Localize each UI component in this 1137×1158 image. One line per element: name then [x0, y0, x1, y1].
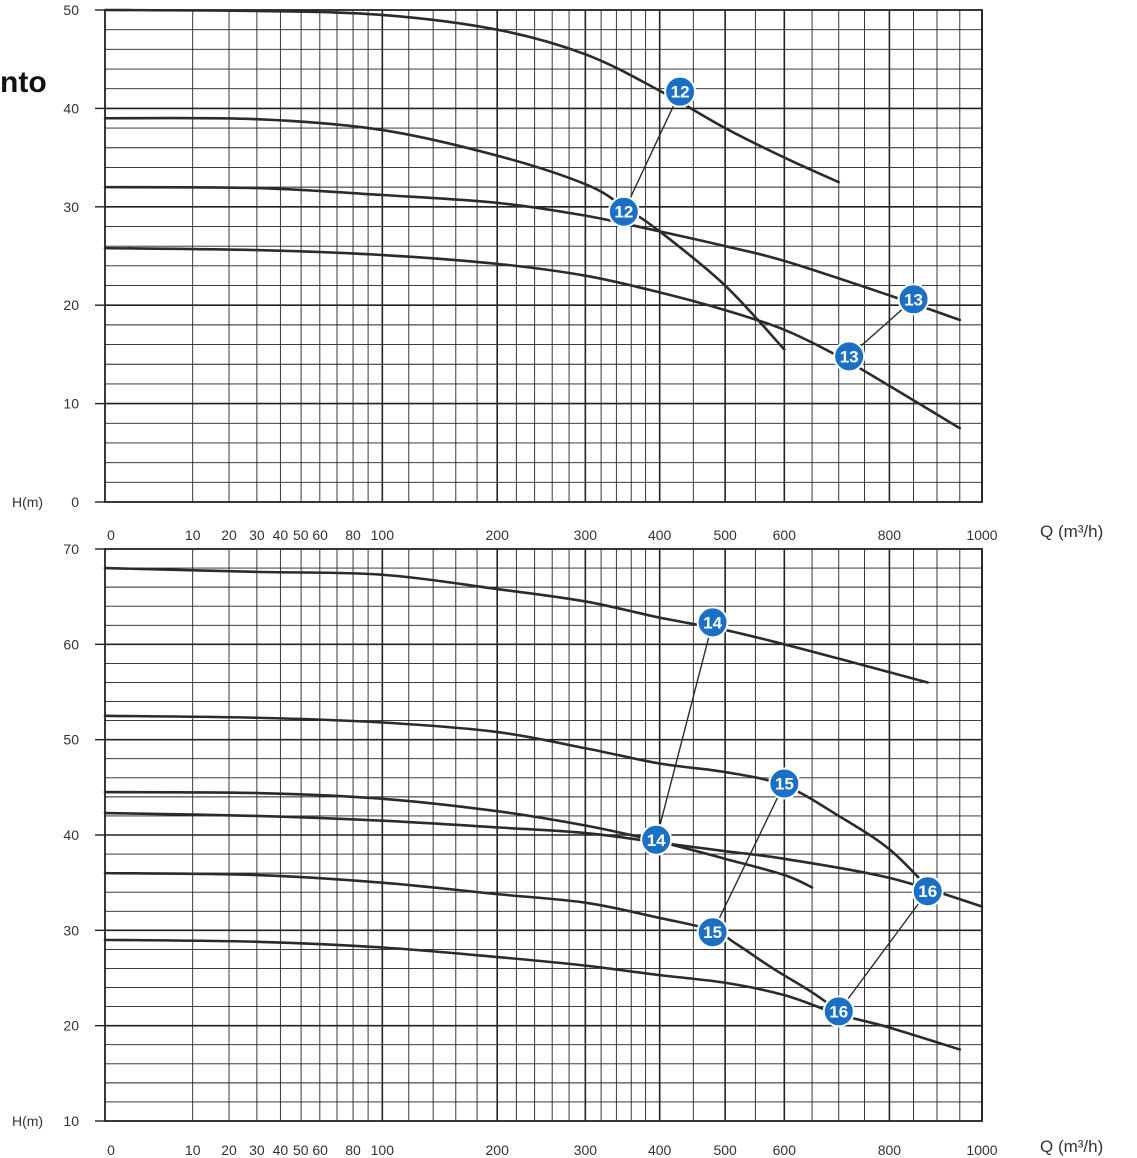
marker-connector	[623, 91, 681, 213]
x-tick-label: 80	[345, 1142, 361, 1158]
marker-circle	[822, 995, 855, 1028]
curve-marker: 13	[897, 283, 930, 316]
y-tick-label: 40	[63, 100, 79, 116]
x-axis-label: Q (m³/h)	[1040, 1137, 1103, 1156]
marker-label: 16	[918, 882, 937, 901]
x-tick-label: 500	[713, 527, 737, 543]
marker-circle	[640, 823, 673, 856]
x-tick-label: 500	[713, 1142, 737, 1158]
curve-marker: 15	[768, 767, 801, 800]
x-tick-label: 40	[273, 527, 289, 543]
plot-border	[104, 9, 983, 503]
y-tick-label: 0	[71, 494, 79, 510]
pump-curve-1-4	[103, 871, 841, 1013]
x-tick-label: 10	[185, 1142, 201, 1158]
x-tick-label: 400	[648, 1142, 672, 1158]
y-tick-label: 40	[63, 827, 79, 843]
pump-curve-1-3	[103, 811, 984, 908]
marker-circle	[607, 195, 640, 228]
title-fragment: nto	[0, 66, 47, 99]
y-tick-label: 30	[63, 199, 79, 215]
pump-curve-1-0	[103, 566, 929, 684]
pump-curve-1-1	[103, 714, 934, 894]
x-tick-label: 1000	[966, 527, 997, 543]
y-tick-label: 50	[63, 2, 79, 18]
x-tick-label: 80	[345, 527, 361, 543]
plot-area	[105, 10, 982, 502]
marker-connector	[838, 890, 929, 1012]
x-tick-label: 600	[773, 527, 797, 543]
marker-circle	[768, 767, 801, 800]
marker-connector	[711, 783, 785, 933]
x-tick-label: 300	[574, 527, 598, 543]
marker-circle	[911, 875, 944, 908]
x-tick-label: 800	[878, 527, 902, 543]
x-tick-label: 100	[371, 1142, 395, 1158]
curve-marker: 13	[833, 340, 866, 373]
curve-marker: 16	[911, 875, 944, 908]
x-tick-label: 40	[273, 1142, 289, 1158]
y-axis-label: H(m)	[12, 494, 43, 510]
marker-label: 15	[703, 923, 722, 942]
x-tick-label: 600	[773, 1142, 797, 1158]
x-tick-label: 200	[486, 527, 510, 543]
marker-connector	[655, 622, 714, 840]
x-tick-label: 50 60	[293, 527, 328, 543]
marker-label: 13	[904, 290, 923, 309]
x-tick-label: 200	[486, 1142, 510, 1158]
y-axis-label: H(m)	[12, 1113, 43, 1129]
curve-marker: 12	[607, 195, 640, 228]
y-tick-label: 70	[63, 541, 79, 557]
y-tick-label: 50	[63, 732, 79, 748]
x-tick-label: 400	[648, 527, 672, 543]
curve-marker: 14	[696, 606, 729, 639]
marker-label: 13	[840, 347, 859, 366]
marker-label: 12	[671, 83, 690, 102]
horizontal-grid	[105, 567, 982, 1103]
marker-circle	[833, 340, 866, 373]
marker-label: 14	[703, 613, 722, 632]
curve-marker: 16	[822, 995, 855, 1028]
marker-circle	[696, 916, 729, 949]
x-tick-label: 0	[107, 1142, 115, 1158]
x-tick-label: 1000	[966, 1142, 997, 1158]
x-tick-label: 30	[249, 1142, 265, 1158]
x-axis-label: Q (m³/h)	[1040, 522, 1103, 541]
y-tick-label: 60	[63, 636, 79, 652]
marker-label: 14	[647, 831, 666, 850]
marker-circle	[664, 75, 697, 108]
marker-circle	[696, 606, 729, 639]
x-tick-label: 300	[574, 1142, 598, 1158]
x-tick-label: 10	[185, 527, 201, 543]
x-tick-label: 100	[371, 527, 395, 543]
y-tick-label: 10	[63, 396, 79, 412]
curve-marker: 12	[664, 75, 697, 108]
pump-curve-0-2	[103, 185, 962, 322]
curve-marker: 15	[696, 916, 729, 949]
x-tick-label: 30	[249, 527, 265, 543]
marker-circle	[897, 283, 930, 316]
y-tick-label: 10	[63, 1113, 79, 1129]
x-tick-label: 20	[221, 527, 237, 543]
curve-marker: 14	[640, 823, 673, 856]
x-tick-label: 50 60	[293, 1142, 328, 1158]
pump-curve-1-2	[103, 790, 814, 889]
pump-curve-0-1	[103, 116, 786, 351]
x-tick-label: 20	[221, 1142, 237, 1158]
pump-curve-0-0	[103, 8, 841, 184]
marker-label: 15	[775, 775, 794, 794]
y-tick-label: 20	[63, 1018, 79, 1034]
marker-label: 12	[614, 203, 633, 222]
y-tick-label: 30	[63, 922, 79, 938]
marker-label: 16	[829, 1002, 848, 1021]
y-tick-label: 20	[63, 297, 79, 313]
x-tick-label: 0	[107, 527, 115, 543]
x-tick-label: 800	[878, 1142, 902, 1158]
